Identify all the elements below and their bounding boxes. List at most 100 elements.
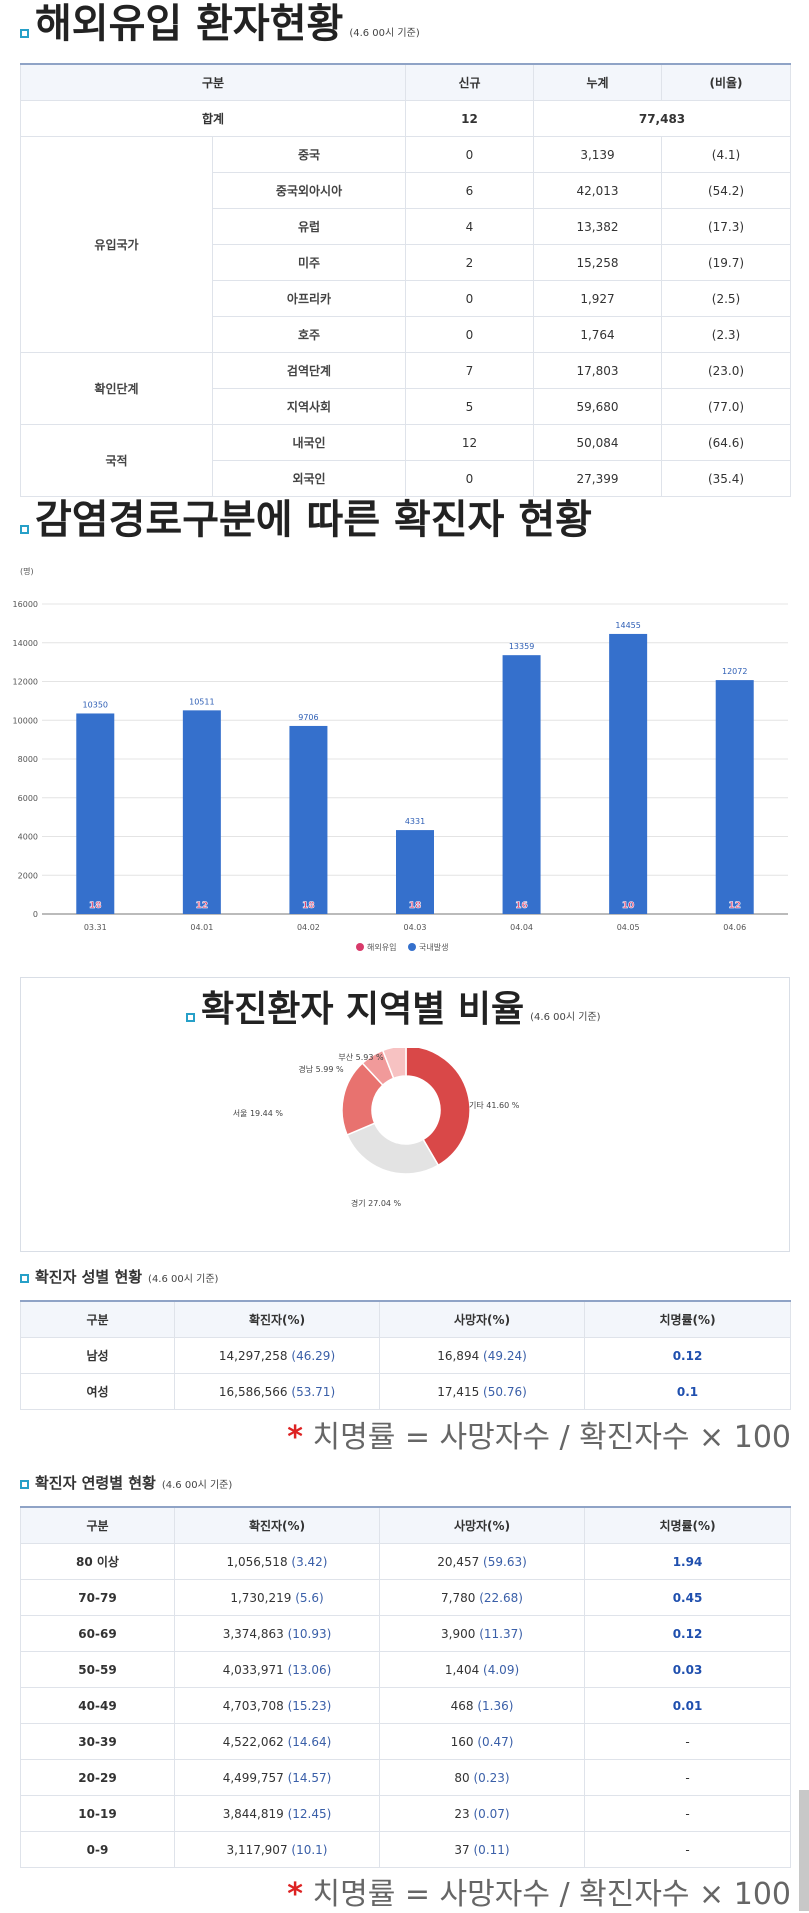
table-row: 남성 14,297,258 (46.29) 16,894 (49.24) 0.12 bbox=[20, 1337, 791, 1374]
donut-label: 서울 19.44 % bbox=[233, 1109, 284, 1118]
confirmed-cell: 14,297,258 (46.29) bbox=[174, 1337, 380, 1374]
bar-value-label: 12072 bbox=[722, 667, 747, 676]
bullet-square-icon bbox=[20, 29, 29, 38]
count-value: 3,374,863 bbox=[222, 1626, 284, 1641]
percent-value: (10.1) bbox=[291, 1842, 328, 1857]
legend-marker-overseas bbox=[356, 943, 364, 951]
fatality-cell: - bbox=[584, 1831, 791, 1868]
percent-value: (5.6) bbox=[295, 1590, 324, 1605]
row-label: 30-39 bbox=[20, 1723, 175, 1760]
percent-value: (15.23) bbox=[287, 1698, 332, 1713]
bar-domestic bbox=[396, 830, 434, 914]
fatality-cell: - bbox=[584, 1723, 791, 1760]
total-row: 합계 12 77,483 bbox=[20, 100, 791, 137]
x-tick-label: 04.06 bbox=[723, 923, 746, 932]
cum-cell: 50,084 bbox=[533, 424, 662, 461]
fatality-cell: 0.1 bbox=[584, 1373, 791, 1410]
cum-cell: 1,764 bbox=[533, 316, 662, 353]
bar-domestic bbox=[609, 633, 648, 914]
percent-value: (13.06) bbox=[287, 1662, 332, 1677]
x-tick-label: 04.01 bbox=[190, 923, 213, 932]
cum-cell: 1,927 bbox=[533, 280, 662, 317]
row-label: 외국인 bbox=[212, 460, 406, 497]
region-donut-chart: 기타 41.60 % 경기 27.04 % 서울 19.44 % 경남 5.99 % 부… bbox=[233, 1048, 520, 1208]
y-tick-label: 6000 bbox=[18, 794, 38, 803]
cum-cell: 15,258 bbox=[533, 244, 662, 281]
row-label: 20-29 bbox=[20, 1759, 175, 1796]
row-label: 미주 bbox=[212, 244, 406, 281]
ratio-cell: (77.0) bbox=[661, 388, 791, 425]
bar-domestic bbox=[76, 713, 115, 914]
confirmed-cell: 3,844,819 (12.45) bbox=[174, 1795, 380, 1832]
deaths-cell: 16,894 (49.24) bbox=[379, 1337, 585, 1374]
deaths-cell: 7,780 (22.68) bbox=[379, 1579, 585, 1616]
scrollbar-thumb[interactable] bbox=[799, 1790, 809, 1911]
new-cell: 4 bbox=[405, 208, 534, 245]
count-value: 3,117,907 bbox=[226, 1842, 288, 1857]
legend-marker-domestic bbox=[408, 943, 416, 951]
row-label: 10-19 bbox=[20, 1795, 175, 1832]
table-row: 20-29 4,499,757 (14.57) 80 (0.23) - bbox=[20, 1759, 791, 1796]
count-value: 3,844,819 bbox=[222, 1806, 284, 1821]
count-value: 1,730,219 bbox=[230, 1590, 292, 1605]
y-tick-label: 4000 bbox=[18, 833, 38, 842]
fatality-cell: 0.45 bbox=[584, 1579, 791, 1616]
cum-cell: 42,013 bbox=[533, 172, 662, 209]
y-tick-label: 2000 bbox=[18, 871, 38, 880]
bar-domestic bbox=[182, 710, 221, 914]
bar-value-label: 10350 bbox=[83, 700, 108, 709]
col-header: 사망자(%) bbox=[379, 1300, 585, 1338]
new-cell: 2 bbox=[405, 244, 534, 281]
count-value: 1,056,518 bbox=[226, 1554, 288, 1569]
section-title-row: 확진자 성별 현황 (4.6 00시 기준) bbox=[20, 1270, 790, 1285]
donut-slice bbox=[381, 1048, 407, 1080]
confirmed-cell: 3,374,863 (10.93) bbox=[174, 1615, 380, 1652]
deaths-cell: 160 (0.47) bbox=[379, 1723, 585, 1760]
percent-value: (14.64) bbox=[287, 1734, 332, 1749]
ratio-cell: (19.7) bbox=[661, 244, 791, 281]
percent-value: (10.93) bbox=[287, 1626, 332, 1641]
ratio-cell: (64.6) bbox=[661, 424, 791, 461]
new-cell: 0 bbox=[405, 136, 534, 173]
section-title-row: 확진자 연령별 현황 (4.6 00시 기준) bbox=[20, 1476, 790, 1491]
gender-table: 구분 확진자(%) 사망자(%) 치명률(%) 남성 14,297,258 (46… bbox=[20, 1300, 791, 1410]
confirmed-cell: 4,703,708 (15.23) bbox=[174, 1687, 380, 1724]
table-row: 70-79 1,730,219 (5.6) 7,780 (22.68) 0.45 bbox=[20, 1579, 791, 1616]
percent-value: (1.36) bbox=[477, 1698, 514, 1713]
percent-value: (46.29) bbox=[291, 1348, 336, 1363]
table-row: 지역사회 5 59,680 (77.0) bbox=[21, 388, 791, 425]
table-row: 10-19 3,844,819 (12.45) 23 (0.07) - bbox=[20, 1795, 791, 1832]
section-title: 확진환자 지역별 비율 bbox=[201, 989, 525, 1030]
row-label: 유럽 bbox=[212, 208, 406, 245]
bar-domestic bbox=[502, 655, 541, 914]
new-cell: 6 bbox=[405, 172, 534, 209]
y-tick-label: 12000 bbox=[13, 678, 38, 687]
section-title: 해외유입 환자현황 bbox=[35, 1, 344, 47]
count-value: 80 bbox=[454, 1770, 470, 1785]
count-value: 7,780 bbox=[441, 1590, 476, 1605]
x-tick-label: 03.31 bbox=[84, 923, 107, 932]
table-row: 60-69 3,374,863 (10.93) 3,900 (11.37) 0.12 bbox=[20, 1615, 791, 1652]
col-header: 구분 bbox=[20, 1506, 175, 1544]
group-label: 확인단계 bbox=[20, 352, 213, 425]
count-value: 4,522,062 bbox=[222, 1734, 284, 1749]
bar-domestic bbox=[289, 725, 328, 914]
percent-value: (53.71) bbox=[291, 1384, 336, 1399]
bar-value-label: 14455 bbox=[615, 621, 640, 630]
bar-value-label: 13359 bbox=[509, 642, 534, 651]
base-time: (4.6 00시 기준) bbox=[530, 1012, 601, 1023]
section-title-row: 확진환자 지역별 비율 (4.6 00시 기준) bbox=[186, 992, 601, 1028]
col-header: (비율) bbox=[661, 63, 791, 101]
ratio-cell: (17.3) bbox=[661, 208, 791, 245]
count-value: 4,033,971 bbox=[222, 1662, 284, 1677]
count-value: 20,457 bbox=[437, 1554, 480, 1569]
ratio-cell: (4.1) bbox=[661, 136, 791, 173]
ratio-cell: (2.5) bbox=[661, 280, 791, 317]
fatality-cell: 0.12 bbox=[584, 1337, 791, 1374]
confirmed-cell: 16,586,566 (53.71) bbox=[174, 1373, 380, 1410]
base-time: (4.6 00시 기준) bbox=[161, 1480, 233, 1491]
count-value: 160 bbox=[450, 1734, 474, 1749]
overseas-value-label: 18 bbox=[302, 901, 315, 911]
percent-value: (49.24) bbox=[483, 1348, 527, 1363]
bar-value-label: 9706 bbox=[298, 713, 318, 722]
